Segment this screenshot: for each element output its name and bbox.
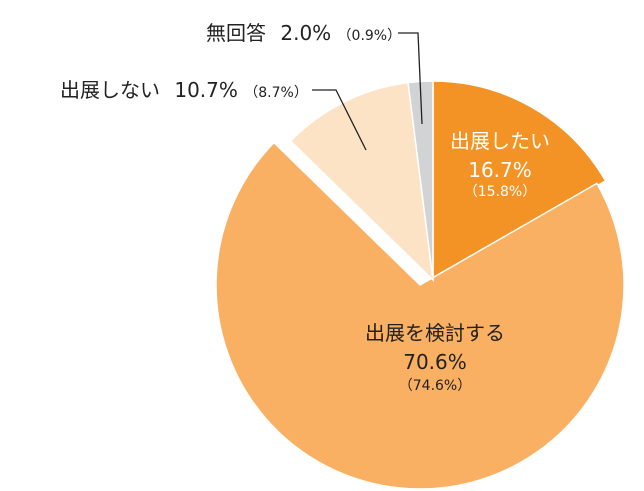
slice-previous-not-exhibit: （8.7%） xyxy=(244,85,308,101)
slice-label-no-answer: 無回答 2.0% （0.9%） xyxy=(206,21,401,45)
slice-want-to-exhibit xyxy=(432,80,607,282)
slice-previous-considering: （74.6%） xyxy=(399,378,471,394)
slice-label-want-to-exhibit: 出展したい xyxy=(450,129,550,153)
slice-not-exhibit xyxy=(289,81,435,283)
slice-label-not-exhibit: 出展しない 10.7% （8.7%） xyxy=(60,78,308,102)
leader-line-mukaitou xyxy=(398,32,423,125)
slice-value-considering: 70.6% xyxy=(403,350,467,374)
leader-line-shutten-shinai xyxy=(312,89,367,151)
slice-label-considering: 出展を検討する xyxy=(365,321,505,345)
slice-previous-no-answer: （0.9%） xyxy=(338,28,402,44)
pie-slices xyxy=(215,80,625,490)
slice-value-not-exhibit: 10.7% xyxy=(174,78,238,102)
slice-value-no-answer: 2.0% xyxy=(280,21,331,45)
slice-previous-want-to-exhibit: （15.8%） xyxy=(464,184,536,200)
slice-value-want-to-exhibit: 16.7% xyxy=(468,158,532,182)
slice-considering xyxy=(215,141,625,490)
leader-lines xyxy=(312,32,423,151)
slice-label-no-answer-name: 無回答 xyxy=(206,21,266,45)
slice-label-not-exhibit-name: 出展しない xyxy=(60,78,160,102)
